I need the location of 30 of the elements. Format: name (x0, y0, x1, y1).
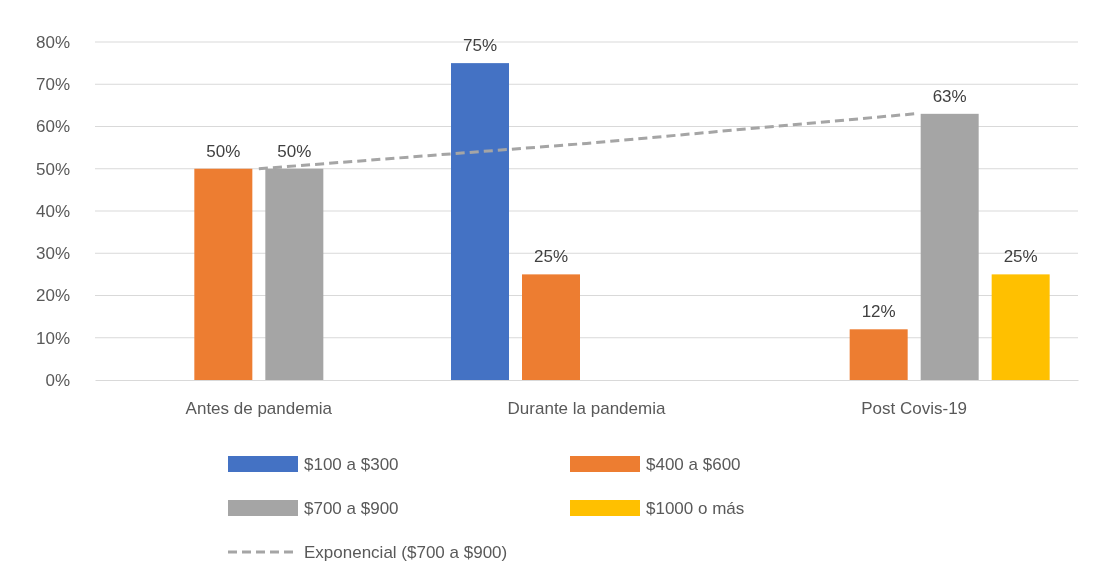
y-tick-label: 70% (35, 75, 70, 95)
y-tick-label: 40% (35, 201, 70, 221)
legend-label: $1000 o más (646, 499, 745, 518)
x-tick-label: Antes de pandemia (185, 399, 333, 419)
legend-label: $700 a $900 (304, 499, 399, 518)
bar (991, 274, 1050, 380)
legend-label: $100 a $300 (304, 455, 399, 474)
bar (194, 168, 253, 380)
text: 12% (861, 302, 896, 322)
legend-label: $400 a $600 (646, 455, 741, 474)
y-tick-label: 10% (35, 328, 70, 348)
bar (522, 274, 580, 380)
y-tick-label: 30% (35, 244, 70, 264)
bar (849, 329, 908, 380)
text: 75% (462, 36, 498, 56)
y-tick-label: 50% (35, 159, 70, 179)
bar (920, 113, 979, 380)
text: 25% (1003, 247, 1038, 267)
text: 50% (277, 141, 312, 161)
text: 25% (533, 247, 569, 267)
y-tick-label: 20% (35, 286, 70, 306)
y-tick-label: 0% (45, 370, 70, 390)
text: 50% (206, 141, 241, 161)
x-tick-label: Post Covis-19 (861, 399, 968, 419)
text: 63% (932, 86, 967, 106)
x-tick-label: Durante la pandemia (507, 399, 666, 419)
bar (451, 63, 509, 380)
y-tick-label: 60% (35, 117, 70, 137)
legend-label: Exponencial ($700 a $900) (304, 543, 508, 562)
y-tick-label: 80% (35, 32, 70, 52)
